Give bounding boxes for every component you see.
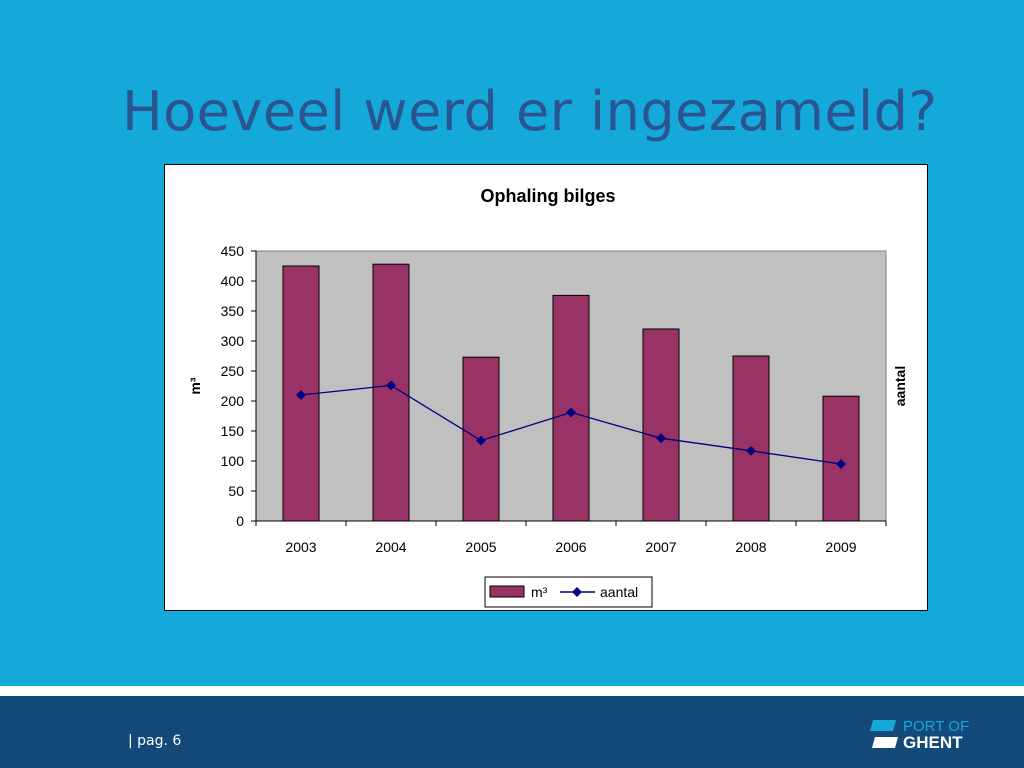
axis-layer: 0 50 100 150 200 250 300 350 400 450 2003 2004 2005 2… — [221, 243, 887, 555]
legend-line-label: aantal — [600, 584, 638, 600]
bar-2009 — [822, 395, 860, 522]
x-tick-label: 2003 — [285, 539, 316, 555]
legend-line-marker — [572, 587, 582, 597]
chart-svg: Ophaling bilges 0 50 100 150 200 250 300 350 400… — [187, 186, 908, 608]
chart-container: Ophaling bilges 0 50 100 150 200 250 300 350 400… — [164, 164, 928, 611]
y-axis-label: m³ — [187, 377, 203, 394]
x-tick-label: 2005 — [465, 539, 496, 555]
y-tick-label: 100 — [221, 453, 245, 469]
y-tick-label: 50 — [228, 483, 244, 499]
aantal-point-2007 — [656, 433, 666, 444]
footer-stripe — [0, 686, 1024, 696]
y-tick-label: 200 — [221, 393, 245, 409]
legend-bar-swatch — [489, 585, 525, 598]
y-tick-label: 300 — [221, 333, 245, 349]
x-tick-label: 2006 — [555, 539, 586, 555]
x-tick-label: 2004 — [375, 539, 406, 555]
y-tick-label: 450 — [221, 243, 245, 259]
aantal-point-2008 — [746, 445, 756, 456]
bar-2007 — [642, 328, 680, 522]
legend-bar-label: m³ — [531, 584, 548, 600]
footer-bar — [0, 696, 1024, 768]
page-number: | pag. 6 — [128, 733, 182, 749]
x-tick-label: 2007 — [645, 539, 676, 555]
legend: m³ aantal — [484, 576, 653, 608]
aantal-point-2006 — [566, 407, 576, 418]
y2-axis-label: aantal — [892, 366, 908, 406]
logo-text-bottom: GHENT — [903, 733, 963, 752]
y-tick-label: 0 — [236, 513, 244, 529]
y-tick-label: 350 — [221, 303, 245, 319]
bar-2008 — [732, 355, 770, 522]
aantal-point-2009 — [836, 459, 846, 469]
x-tick-label: 2009 — [825, 539, 856, 555]
y-tick-label: 400 — [221, 273, 245, 289]
y-tick-label: 150 — [221, 423, 245, 439]
y-tick-label: 250 — [221, 363, 245, 379]
aantal-point-2005 — [476, 435, 486, 446]
x-tick-label: 2008 — [735, 539, 766, 555]
slide-title: Hoeveel werd er ingezameld? — [122, 80, 938, 143]
logo-text-top: PORT OF — [903, 718, 969, 735]
chart-title: Ophaling bilges — [480, 186, 615, 206]
